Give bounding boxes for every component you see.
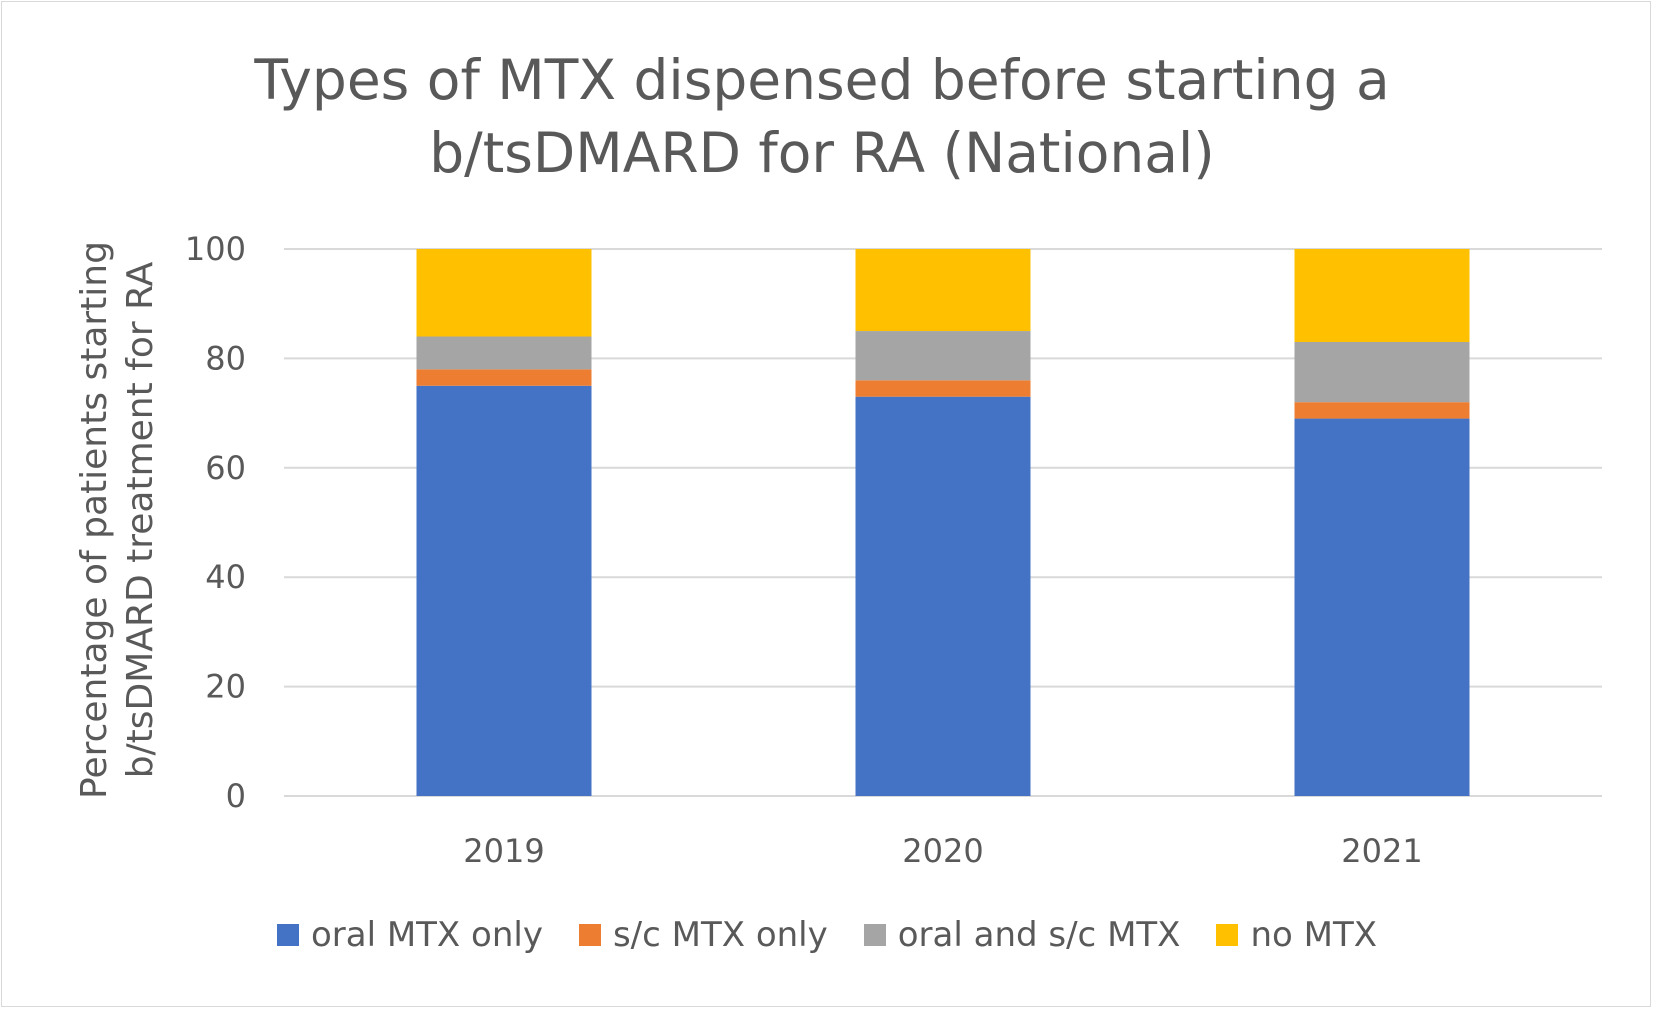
x-tick-label-2019: 2019 <box>463 832 544 870</box>
bar-2020-s-c-mtx-only <box>855 380 1031 397</box>
bar-2020-oral-mtx-only <box>855 396 1031 796</box>
legend-item-no-mtx: no MTX <box>1216 915 1377 955</box>
legend-item-oral-and-s-c-mtx: oral and s/c MTX <box>863 915 1181 955</box>
y-tick-label-20: 20 <box>205 668 246 706</box>
bars <box>416 249 1470 796</box>
x-tick-label-2020: 2020 <box>902 832 983 870</box>
bar-2019-oral-and-s-c-mtx <box>416 336 592 370</box>
chart-title: Types of MTX dispensed before starting a… <box>254 48 1390 185</box>
x-tick-label-2021: 2021 <box>1341 832 1422 870</box>
legend-label-s-c-mtx-only: s/c MTX only <box>612 915 828 955</box>
y-axis-title-line-2: b/tsDMARD treatment for RA <box>120 261 161 778</box>
legend-item-oral-mtx-only: oral MTX only <box>276 915 543 955</box>
legend-swatch-s-c-mtx-only <box>578 924 601 946</box>
bar-2021-no-mtx <box>1294 249 1470 342</box>
legend-swatch-oral-mtx-only <box>276 924 299 946</box>
bar-2021-s-c-mtx-only <box>1294 402 1470 419</box>
bar-2021-oral-and-s-c-mtx <box>1294 341 1470 403</box>
legend-label-oral-mtx-only: oral MTX only <box>310 915 543 955</box>
bar-2020-no-mtx <box>855 249 1031 332</box>
legend-label-no-mtx: no MTX <box>1250 915 1378 955</box>
bar-2019-s-c-mtx-only <box>416 369 592 386</box>
legend: oral MTX only s/c MTX only oral and s/c MT… <box>0 915 1654 955</box>
legend-label-oral-and-s-c-mtx: oral and s/c MTX <box>897 915 1181 955</box>
y-tick-label-80: 80 <box>205 339 246 377</box>
bar-2019-oral-mtx-only <box>416 385 592 796</box>
y-tick-label-0: 0 <box>226 777 246 815</box>
legend-swatch-no-mtx <box>1216 924 1239 946</box>
y-tick-labels: 0 20 40 60 80 100 <box>185 230 246 815</box>
legend-swatch-oral-and-s-c-mtx <box>863 924 886 946</box>
legend-item-s-c-mtx-only: s/c MTX only <box>578 915 828 955</box>
bar-2020-oral-and-s-c-mtx <box>855 331 1031 381</box>
y-tick-label-60: 60 <box>205 449 246 487</box>
y-tick-label-40: 40 <box>205 558 246 596</box>
x-tick-labels: 2019 2020 2021 <box>463 832 1422 870</box>
bar-2019-no-mtx <box>416 249 592 337</box>
y-axis-title-line-1: Percentage of patients starting <box>74 241 115 799</box>
bar-2021-oral-mtx-only <box>1294 418 1470 796</box>
y-tick-label-100: 100 <box>185 230 246 268</box>
